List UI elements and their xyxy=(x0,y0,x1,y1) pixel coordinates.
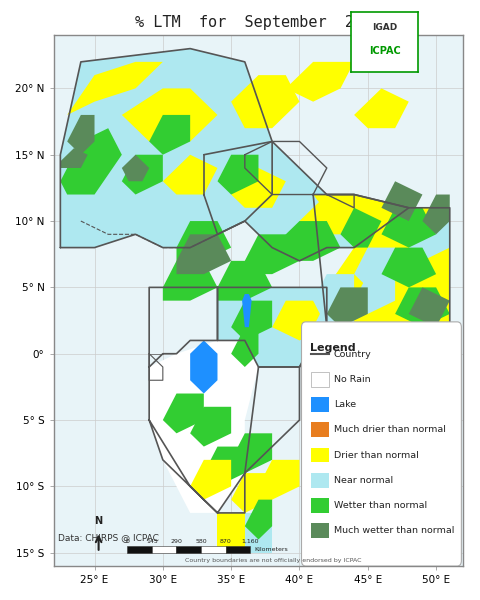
FancyBboxPatch shape xyxy=(310,448,328,463)
Text: No Rain: No Rain xyxy=(333,375,370,384)
Polygon shape xyxy=(381,248,435,287)
Polygon shape xyxy=(176,221,231,261)
Text: 580: 580 xyxy=(195,539,206,544)
Text: Country boundaries are not officially endorsed by ICPAC: Country boundaries are not officially en… xyxy=(184,559,360,563)
Polygon shape xyxy=(299,194,449,367)
Polygon shape xyxy=(190,460,231,500)
Bar xyxy=(127,547,152,553)
Polygon shape xyxy=(121,155,163,194)
FancyBboxPatch shape xyxy=(310,473,328,488)
Polygon shape xyxy=(244,235,299,274)
Text: 870: 870 xyxy=(219,539,231,544)
Polygon shape xyxy=(299,194,353,235)
Polygon shape xyxy=(190,340,217,394)
Polygon shape xyxy=(149,340,258,513)
Text: Country: Country xyxy=(333,350,371,359)
Polygon shape xyxy=(421,194,449,235)
Text: N: N xyxy=(95,516,102,526)
FancyBboxPatch shape xyxy=(310,372,328,387)
Polygon shape xyxy=(217,261,272,301)
Text: Data: CHIRPS @ ICPAC: Data: CHIRPS @ ICPAC xyxy=(58,533,158,542)
Polygon shape xyxy=(272,221,340,261)
Polygon shape xyxy=(121,155,149,181)
FancyBboxPatch shape xyxy=(301,322,460,566)
Text: Near normal: Near normal xyxy=(333,476,392,485)
Text: 145: 145 xyxy=(146,539,157,544)
Polygon shape xyxy=(176,235,231,274)
Polygon shape xyxy=(408,287,449,327)
Polygon shape xyxy=(258,460,299,500)
FancyBboxPatch shape xyxy=(310,498,328,513)
Polygon shape xyxy=(149,115,190,155)
Polygon shape xyxy=(60,148,87,168)
FancyBboxPatch shape xyxy=(310,523,328,538)
Text: 0: 0 xyxy=(125,539,129,544)
Polygon shape xyxy=(231,473,272,513)
FancyBboxPatch shape xyxy=(310,397,328,412)
Polygon shape xyxy=(231,75,299,128)
Polygon shape xyxy=(312,274,353,314)
Polygon shape xyxy=(244,513,272,553)
Polygon shape xyxy=(408,221,449,261)
Polygon shape xyxy=(241,294,251,327)
Text: Kilometers: Kilometers xyxy=(254,547,288,552)
Polygon shape xyxy=(312,301,353,340)
Polygon shape xyxy=(381,208,435,248)
Polygon shape xyxy=(353,88,408,128)
Polygon shape xyxy=(163,155,217,194)
Polygon shape xyxy=(394,287,449,327)
Text: Lake: Lake xyxy=(333,400,355,409)
Polygon shape xyxy=(163,261,217,301)
Polygon shape xyxy=(163,394,204,433)
Polygon shape xyxy=(326,287,367,327)
Text: Drier than normal: Drier than normal xyxy=(333,451,418,460)
Polygon shape xyxy=(231,168,285,208)
Polygon shape xyxy=(353,274,394,314)
Bar xyxy=(152,547,176,553)
Polygon shape xyxy=(272,301,326,340)
Text: Legend: Legend xyxy=(309,343,355,353)
Text: Much wetter than normal: Much wetter than normal xyxy=(333,526,453,535)
Polygon shape xyxy=(204,142,408,248)
Polygon shape xyxy=(204,446,244,487)
Text: IGAD: IGAD xyxy=(372,22,396,31)
Text: Much drier than normal: Much drier than normal xyxy=(333,425,445,434)
Polygon shape xyxy=(121,88,217,142)
Polygon shape xyxy=(244,500,272,539)
Polygon shape xyxy=(67,62,163,115)
Polygon shape xyxy=(340,208,381,248)
Polygon shape xyxy=(381,181,421,221)
Text: Wetter than normal: Wetter than normal xyxy=(333,501,426,510)
Polygon shape xyxy=(60,128,121,194)
Bar xyxy=(201,547,225,553)
Polygon shape xyxy=(217,287,326,367)
Text: ICPAC: ICPAC xyxy=(368,46,400,56)
FancyBboxPatch shape xyxy=(310,422,328,437)
Polygon shape xyxy=(285,62,353,101)
Bar xyxy=(225,547,250,553)
Text: 290: 290 xyxy=(170,539,182,544)
Text: 1,160: 1,160 xyxy=(241,539,259,544)
Polygon shape xyxy=(353,248,394,287)
Bar xyxy=(176,547,201,553)
Polygon shape xyxy=(231,301,272,340)
Polygon shape xyxy=(60,49,272,248)
Polygon shape xyxy=(217,155,258,194)
Polygon shape xyxy=(231,433,272,473)
Polygon shape xyxy=(67,115,95,155)
Polygon shape xyxy=(217,513,244,553)
Polygon shape xyxy=(231,327,258,367)
Polygon shape xyxy=(190,407,231,446)
Title: % LTM  for  September  2023: % LTM for September 2023 xyxy=(135,15,381,30)
